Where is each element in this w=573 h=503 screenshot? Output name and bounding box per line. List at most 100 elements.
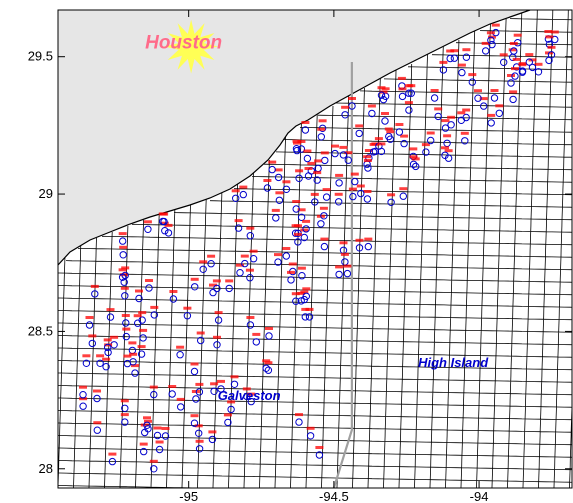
grid-lines — [58, 10, 572, 488]
place-label-high-island: High Island — [418, 355, 489, 370]
station-marker — [446, 49, 455, 63]
station-marker — [398, 87, 407, 101]
station-marker — [499, 53, 508, 66]
station-marker — [306, 426, 315, 440]
station-marker — [481, 41, 490, 55]
station-marker — [225, 279, 234, 293]
station-marker — [139, 328, 148, 342]
station-marker — [547, 45, 556, 59]
station-marker — [143, 220, 152, 234]
station-marker — [79, 397, 88, 410]
station-marker — [293, 141, 301, 155]
station-marker — [246, 316, 255, 329]
station-marker — [108, 452, 117, 466]
station-marker — [282, 247, 291, 260]
station-marker — [534, 62, 543, 76]
station-marker — [190, 277, 199, 291]
station-marker — [335, 173, 344, 187]
station-marker — [183, 306, 192, 320]
station-marker — [143, 416, 151, 429]
station-marker — [249, 249, 258, 263]
station-marker — [82, 354, 91, 367]
station-marker — [315, 446, 324, 459]
x-tick-label: -94.5 — [319, 489, 349, 503]
station-marker — [507, 74, 515, 87]
station-marker — [239, 185, 248, 199]
y-tick-label: 29.5 — [28, 49, 53, 64]
station-marker — [411, 157, 420, 171]
y-tick-label: 28.5 — [28, 323, 53, 338]
station-marker — [495, 104, 504, 118]
station-marker — [137, 345, 146, 358]
station-marker — [301, 121, 310, 134]
station-marker — [341, 105, 350, 119]
station-marker — [275, 191, 284, 205]
station-marker — [274, 253, 282, 266]
station-marker — [301, 307, 310, 321]
station-marker — [287, 270, 295, 284]
station-marker — [421, 143, 430, 156]
station-marker — [85, 316, 94, 329]
station-marker — [93, 421, 102, 434]
station-marker — [509, 90, 518, 104]
station-marker — [334, 192, 343, 206]
station-marker — [88, 334, 97, 348]
station-marker — [227, 400, 236, 414]
station-marker — [176, 345, 185, 359]
station-marker — [160, 221, 169, 235]
station-marker — [199, 260, 208, 273]
station-marker — [386, 130, 395, 143]
station-marker — [274, 168, 283, 182]
station-marker — [208, 430, 217, 444]
station-marker — [106, 308, 115, 321]
station-marker — [295, 169, 304, 183]
station-marker — [119, 245, 128, 259]
station-marker — [264, 361, 273, 374]
station-marker — [93, 389, 101, 403]
station-marker — [246, 226, 255, 240]
station-marker — [363, 159, 372, 172]
station-marker — [355, 124, 364, 138]
station-marker — [387, 193, 396, 207]
station-marker — [195, 439, 204, 453]
station-marker — [209, 283, 217, 297]
station-marker — [164, 223, 173, 237]
sun-icon — [164, 19, 219, 74]
y-tick-label: 29 — [39, 186, 53, 201]
station-marker — [214, 311, 223, 324]
station-marker — [190, 362, 199, 376]
station-marker — [144, 419, 152, 433]
station-marker — [236, 263, 244, 277]
station-marker — [462, 48, 471, 61]
station-marker — [302, 219, 311, 233]
x-tick-label: -95 — [179, 489, 198, 503]
station-marker — [310, 192, 319, 206]
land-area — [58, 10, 530, 265]
station-marker — [447, 115, 456, 129]
x-tick-label: -94 — [470, 489, 489, 503]
station-marker — [439, 60, 448, 74]
station-marker — [212, 279, 221, 293]
station-marker — [304, 167, 313, 180]
station-marker — [297, 140, 306, 153]
station-marker — [331, 144, 339, 158]
station-marker — [399, 187, 408, 200]
station-marker — [430, 89, 439, 102]
station-marker — [518, 63, 527, 76]
station-marker — [153, 426, 162, 440]
station-marker — [118, 232, 127, 245]
station-marker — [457, 111, 466, 125]
station-marker — [176, 397, 185, 411]
station-marker — [339, 145, 348, 159]
station-marker — [160, 212, 169, 226]
station-marker — [400, 134, 409, 148]
station-marker — [268, 160, 277, 174]
station-marker — [240, 254, 249, 268]
station-marker — [242, 387, 251, 401]
station-marker — [149, 459, 158, 473]
station-marker — [120, 399, 129, 412]
station-marker — [457, 63, 466, 77]
lease-block-grid — [58, 10, 572, 488]
station-marker — [150, 305, 159, 319]
